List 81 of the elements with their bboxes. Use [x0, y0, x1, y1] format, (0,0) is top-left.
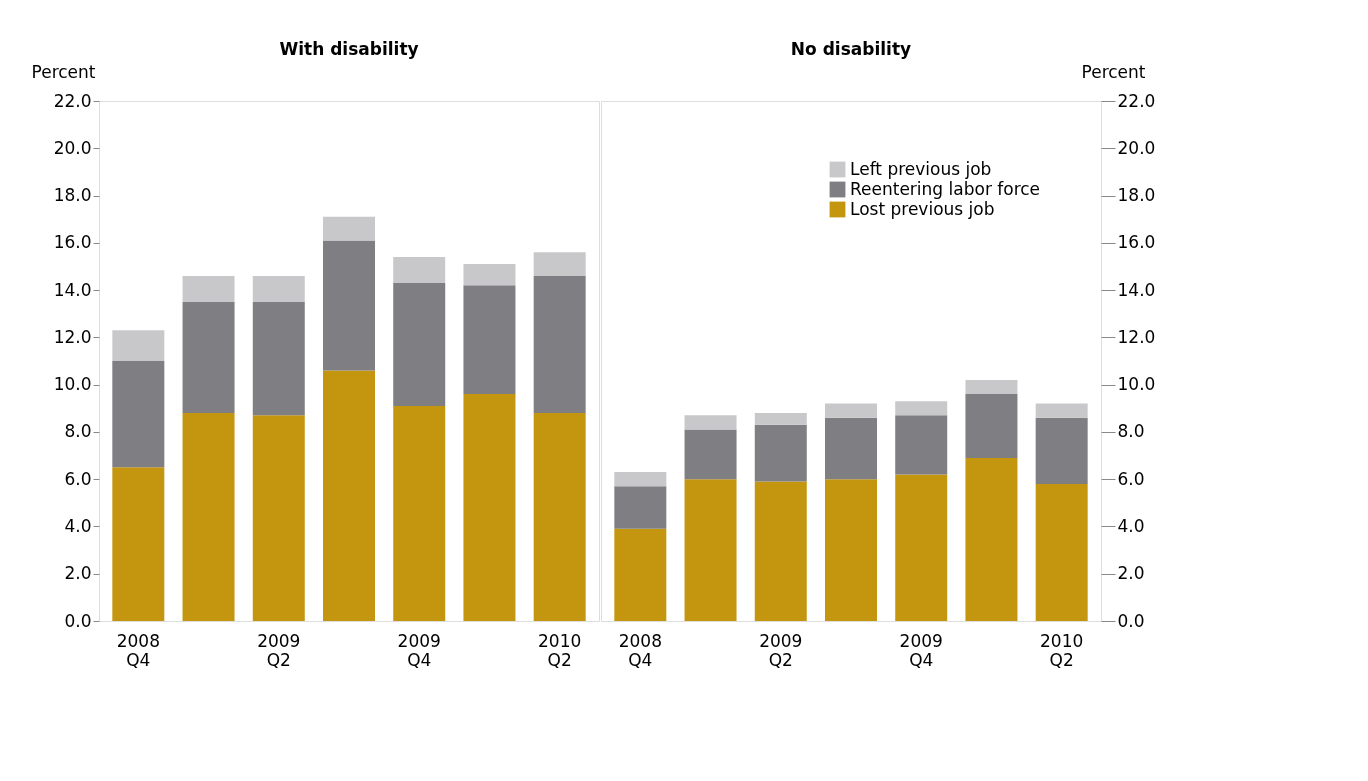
- bar: [112, 467, 165, 621]
- bar: [252, 415, 305, 621]
- legend-label: Left previous job: [850, 158, 992, 179]
- chart-title: No disability: [790, 39, 912, 59]
- y-tick-label: 14.0: [53, 279, 92, 300]
- bar: [754, 424, 807, 482]
- bar: [684, 479, 737, 621]
- x-tick-label: 2010 Q2: [1040, 630, 1084, 670]
- y-tick-label: 6.0: [1117, 468, 1145, 489]
- y-tick-label: 18.0: [53, 185, 92, 206]
- bar: [393, 283, 446, 406]
- bar: [323, 370, 375, 621]
- y-tick-label: 0.0: [64, 610, 92, 631]
- bar: [1035, 483, 1088, 621]
- y-tick-label: 8.0: [1117, 421, 1145, 442]
- y-tick-label: 16.0: [53, 232, 92, 253]
- y-tick-label: 2.0: [1117, 563, 1145, 584]
- y-tick-label: 16.0: [1117, 232, 1156, 253]
- y-tick-label: 20.0: [1117, 137, 1156, 158]
- bar: [825, 403, 877, 418]
- bar: [825, 479, 877, 621]
- chart-title: With disability: [279, 39, 419, 59]
- x-tick-label: 2008 Q4: [116, 630, 160, 670]
- legend-label: Reentering labor force: [850, 178, 1041, 199]
- bar: [895, 474, 948, 621]
- y-tick-label: 12.0: [53, 326, 92, 347]
- bar: [463, 264, 516, 286]
- y-tick-label: 22.0: [1117, 90, 1156, 111]
- x-tick-label: 2009 Q2: [759, 630, 803, 670]
- bar: [252, 275, 305, 302]
- bar: [825, 417, 877, 480]
- bar: [393, 257, 446, 283]
- bar: [463, 394, 516, 621]
- bar: [1035, 417, 1088, 484]
- bar: [895, 415, 948, 475]
- y-axis-title: Percent: [1081, 61, 1146, 82]
- y-tick-label: 0.0: [1117, 610, 1145, 631]
- bar: [965, 379, 1018, 395]
- bar: [112, 330, 165, 361]
- bar: [754, 481, 807, 621]
- x-tick-label: 2010 Q2: [538, 630, 582, 670]
- bar: [393, 405, 446, 621]
- y-tick-label: 4.0: [64, 515, 92, 536]
- y-axis-title: Percent: [31, 61, 96, 82]
- bar: [614, 472, 667, 487]
- bar: [182, 275, 235, 302]
- y-tick-label: 10.0: [1117, 374, 1156, 395]
- y-tick-label: 8.0: [64, 421, 92, 442]
- y-tick-label: 22.0: [53, 90, 92, 111]
- x-tick-label: 2009 Q2: [257, 630, 301, 670]
- bar: [684, 429, 737, 480]
- y-tick-label: 14.0: [1117, 279, 1156, 300]
- bar: [614, 528, 667, 621]
- bar: [614, 486, 667, 529]
- bar: [533, 413, 586, 621]
- bar: [1035, 403, 1088, 418]
- y-tick-label: 12.0: [1117, 326, 1156, 347]
- bar: [965, 394, 1018, 458]
- bar: [895, 401, 948, 416]
- bar: [754, 413, 807, 425]
- bar: [182, 413, 235, 621]
- bar: [182, 301, 235, 413]
- bar: [684, 415, 737, 430]
- bar: [252, 301, 305, 416]
- y-tick-label: 4.0: [1117, 515, 1145, 536]
- x-tick-label: 2009 Q4: [899, 630, 943, 670]
- y-tick-label: 10.0: [53, 374, 92, 395]
- bar: [463, 285, 516, 395]
- x-tick-label: 2009 Q4: [397, 630, 441, 670]
- bar: [965, 457, 1018, 621]
- y-tick-label: 18.0: [1117, 185, 1156, 206]
- y-tick-label: 20.0: [53, 137, 92, 158]
- bar: [323, 216, 375, 241]
- bar: [533, 252, 586, 276]
- legend-label: Lost previous job: [850, 198, 995, 219]
- bar: [112, 361, 165, 468]
- bar: [323, 240, 375, 371]
- bar: [533, 275, 586, 413]
- x-tick-label: 2008 Q4: [618, 630, 662, 670]
- y-tick-label: 2.0: [64, 563, 92, 584]
- y-tick-label: 6.0: [64, 468, 92, 489]
